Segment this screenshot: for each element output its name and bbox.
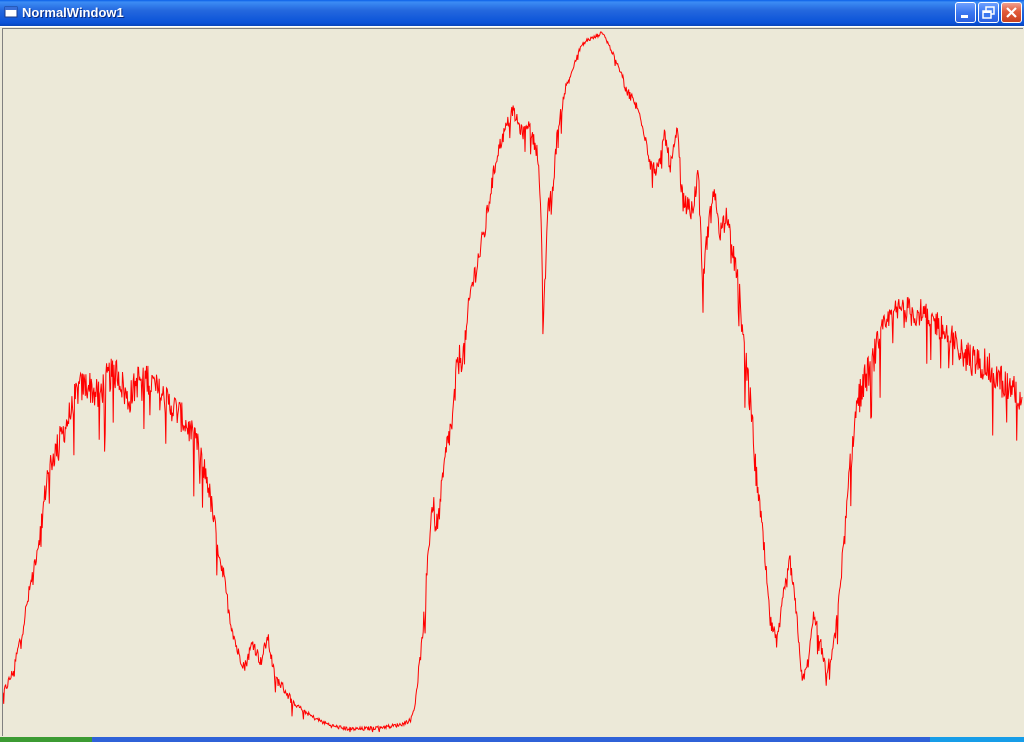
title-bar[interactable]: NormalWindow1 [0, 0, 1024, 26]
client-area [0, 26, 1024, 738]
minimize-icon [961, 15, 968, 18]
restore-icon [982, 6, 995, 19]
signal-chart [3, 31, 1023, 733]
signal-trace-0 [3, 31, 1023, 733]
restore-button[interactable] [978, 2, 999, 23]
plot-area [2, 28, 1023, 736]
window-title: NormalWindow1 [22, 5, 124, 20]
taskbar-edge [0, 737, 1024, 742]
app-icon[interactable] [4, 5, 18, 19]
close-button[interactable] [1001, 2, 1022, 23]
close-icon [1006, 7, 1017, 18]
minimize-button[interactable] [955, 2, 976, 23]
